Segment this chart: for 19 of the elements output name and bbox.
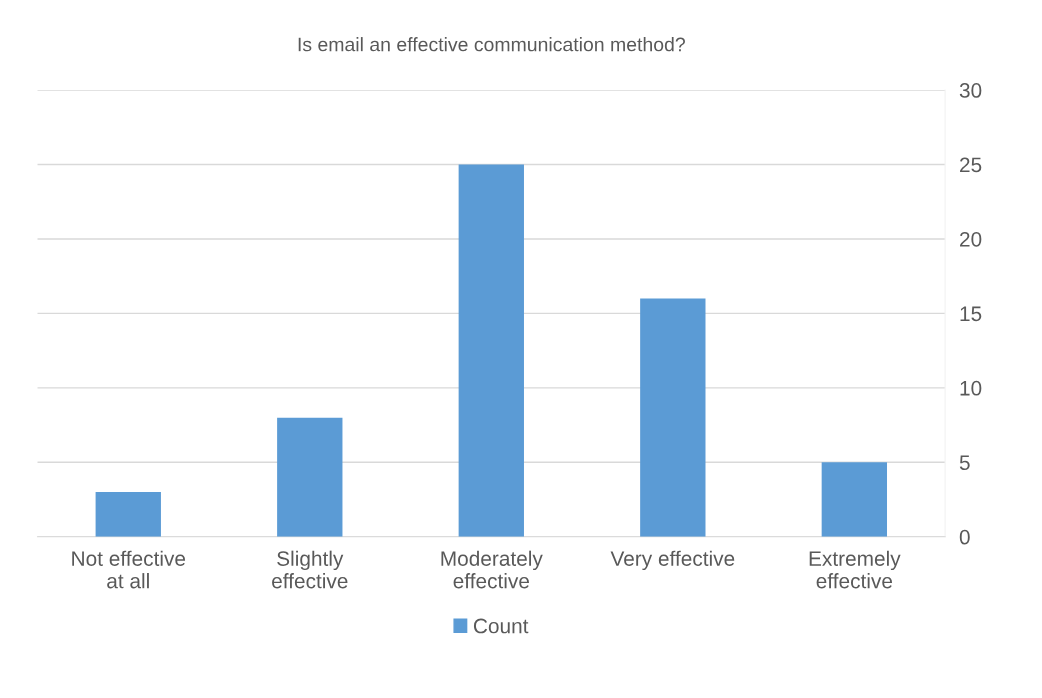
x-tick-label: Very effective: [610, 550, 735, 571]
x-tick-label: Moderately effective: [441, 550, 543, 589]
bar: [821, 462, 888, 537]
bar: [640, 298, 706, 537]
x-tick-label: Extremely effective: [809, 550, 901, 589]
y-tick-label: 15: [960, 306, 982, 322]
legend-label: Count: [473, 618, 529, 634]
y-tick-label: 0: [959, 529, 970, 545]
y-tick-label: 5: [959, 455, 970, 471]
y-tick-label: 25: [960, 157, 982, 173]
y-tick-label: 10: [960, 380, 982, 396]
x-tick-label: Not effective at all: [72, 550, 186, 589]
bar: [458, 164, 524, 537]
bar: [95, 492, 161, 537]
chart-title: Is email an effective communication method?: [298, 37, 685, 52]
y-tick-label: 30: [959, 83, 982, 98]
x-tick-label: Slightly effective: [272, 550, 348, 589]
bar: [277, 417, 343, 537]
y-tick-label: 20: [960, 231, 982, 247]
